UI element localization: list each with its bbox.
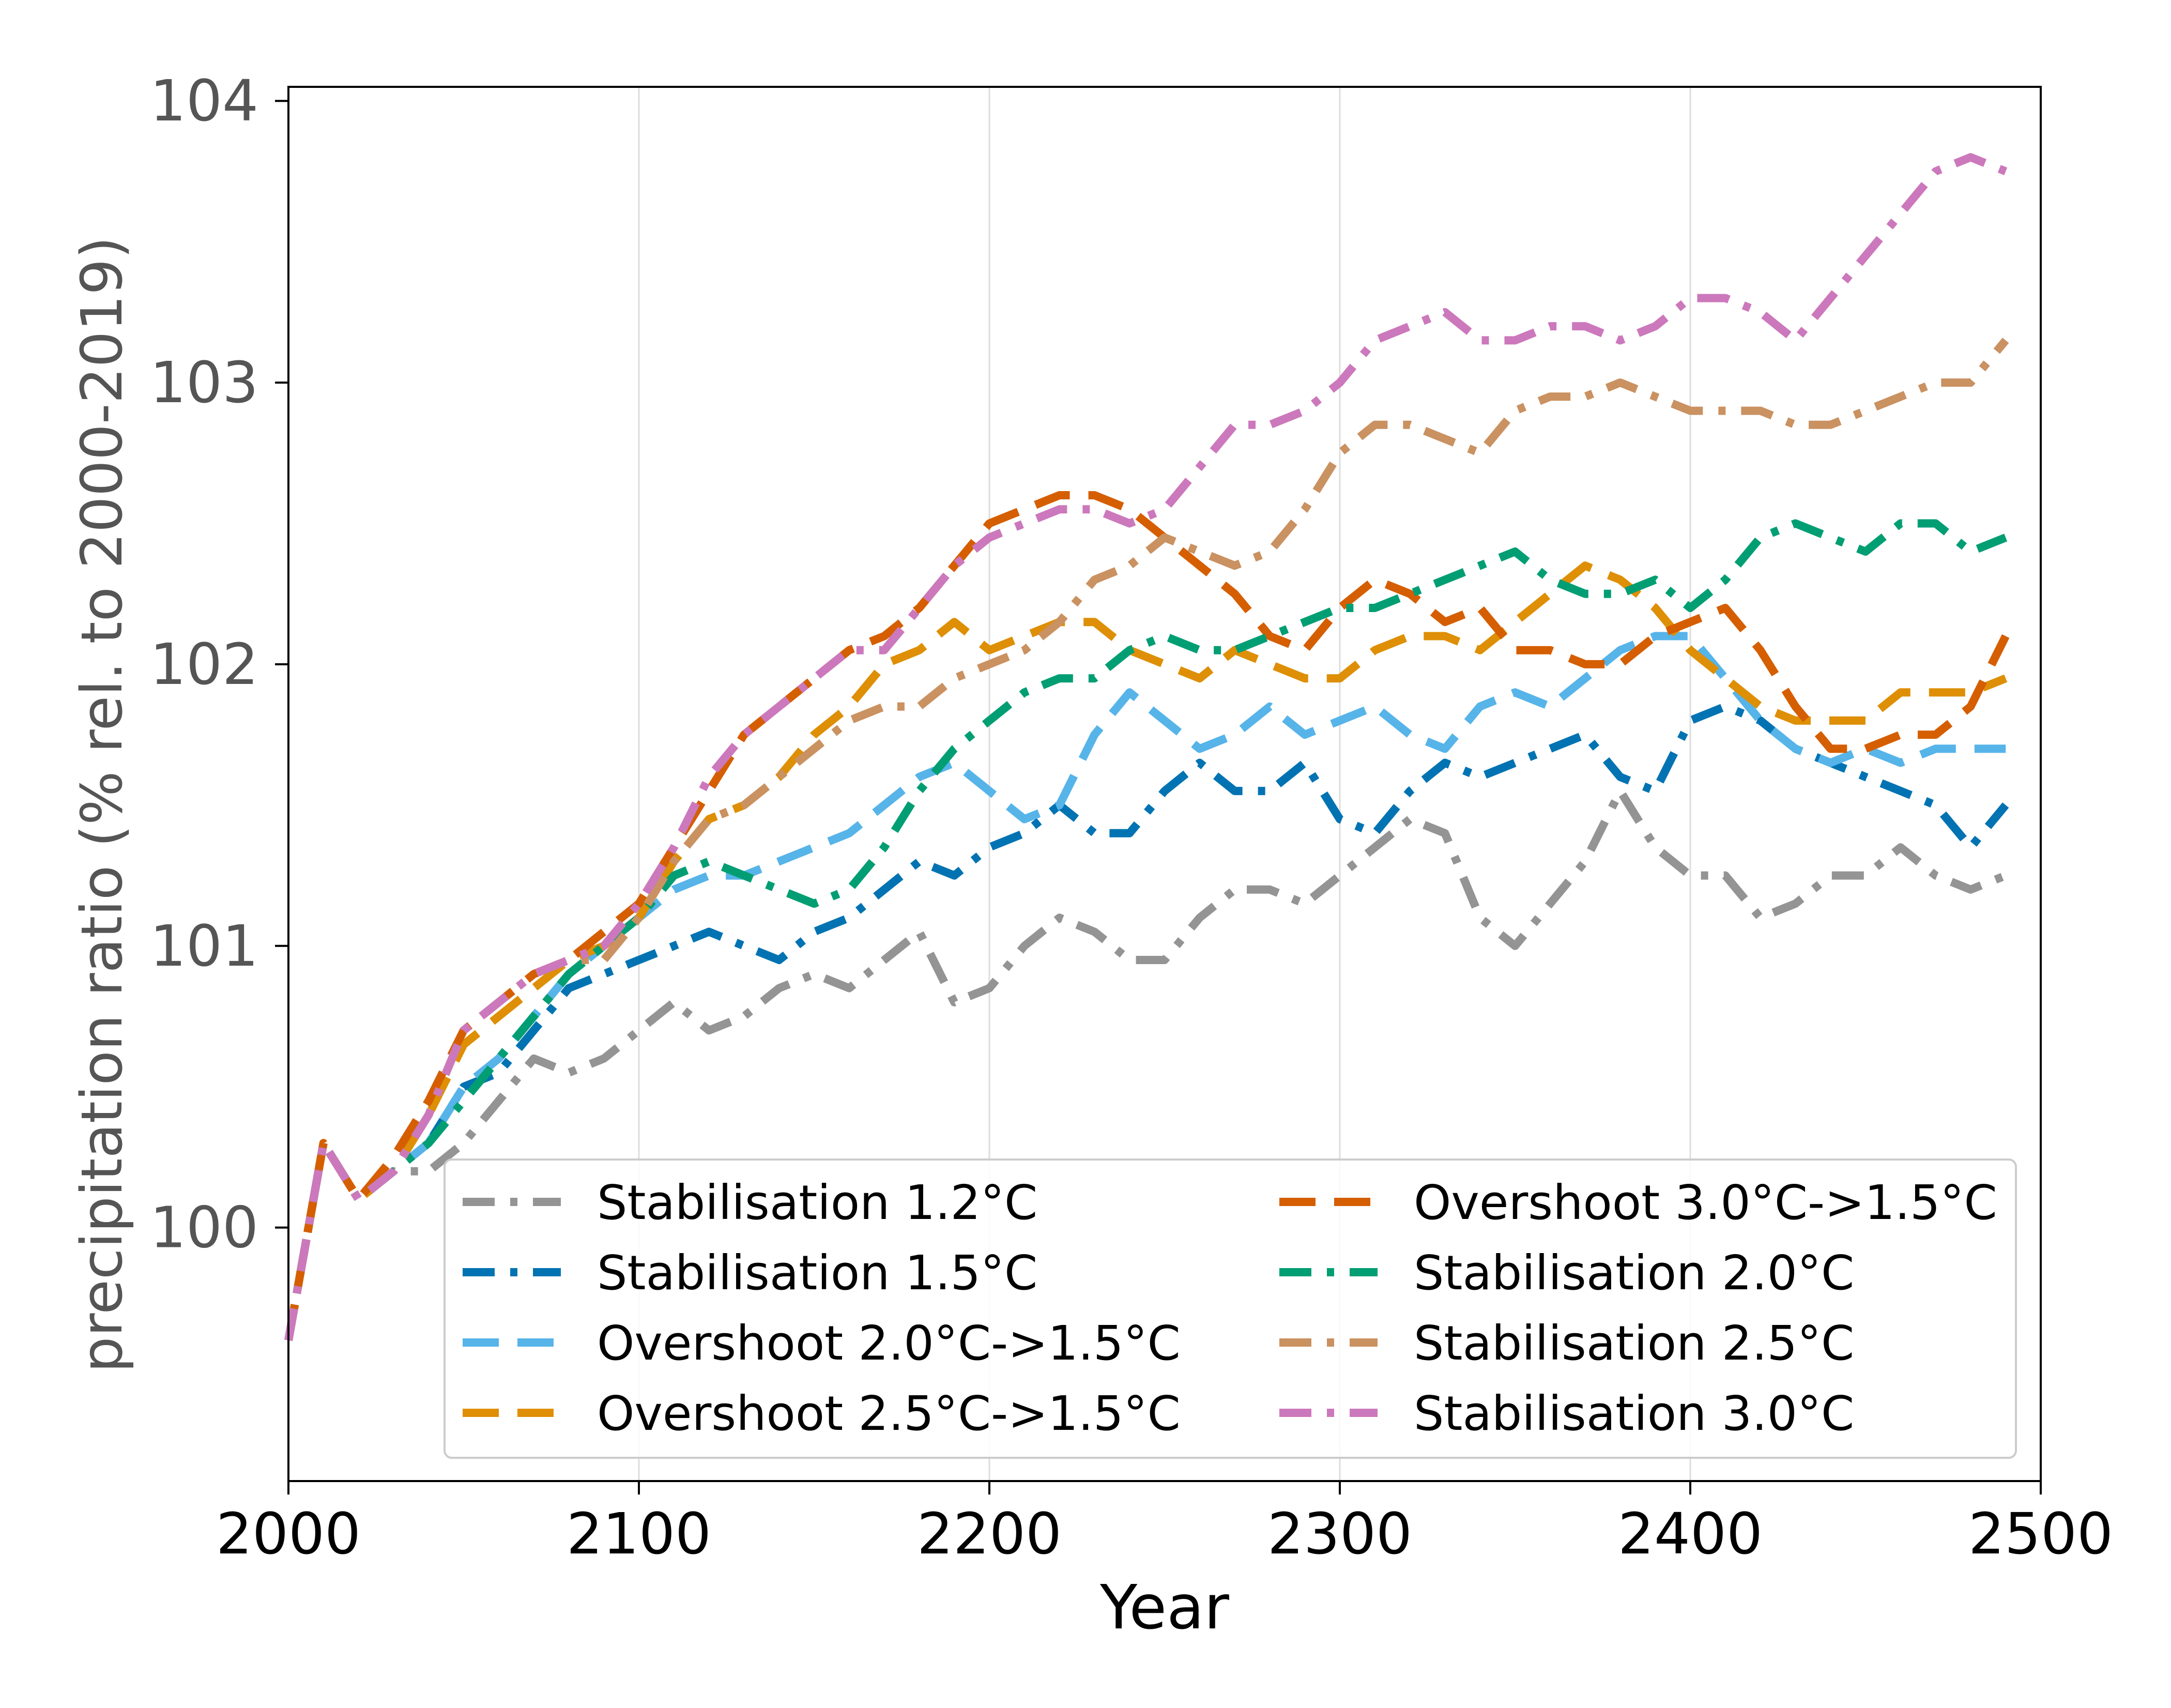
legend-item: Stabilisation 1.2°C (463, 1175, 1037, 1230)
y-tick-label: 104 (150, 68, 258, 134)
legend-label: Stabilisation 1.2°C (597, 1175, 1037, 1230)
x-tick-label: 2100 (567, 1501, 711, 1567)
x-tick-label: 2400 (1618, 1501, 1763, 1567)
legend-label: Stabilisation 2.0°C (1414, 1245, 1854, 1301)
legend-item: Stabilisation 3.0°C (1279, 1386, 1854, 1441)
legend-item: Overshoot 2.0°C->1.5°C (463, 1316, 1181, 1371)
series-line (284, 632, 2006, 1341)
y-tick-label: 101 (150, 913, 258, 979)
series-line (284, 787, 2008, 1341)
y-tick-label: 103 (150, 349, 258, 416)
legend-item: Overshoot 2.5°C->1.5°C (463, 1386, 1181, 1441)
legend-label: Overshoot 2.0°C->1.5°C (597, 1316, 1181, 1371)
series-line (284, 491, 2010, 1341)
x-axis: 2000 2100 2200 2300 2400 2500 (216, 1481, 2113, 1567)
x-tick-label: 2300 (1267, 1501, 1412, 1567)
x-axis-label: Year (1099, 1572, 1229, 1643)
legend-item: Stabilisation 2.5°C (1279, 1316, 1854, 1371)
legend-box (444, 1158, 2017, 1459)
y-axis-label: precipitation ratio (% rel. to 2000-2019… (69, 237, 135, 1373)
legend-label: Overshoot 2.5°C->1.5°C (597, 1386, 1181, 1441)
x-tick-label: 2000 (216, 1501, 361, 1567)
legend-item: Overshoot 3.0°C->1.5°C (1279, 1175, 1997, 1230)
y-axis: 100 101 102 103 104 (150, 68, 288, 1261)
legend-label: Stabilisation 3.0°C (1414, 1386, 1854, 1441)
series-line (284, 702, 2009, 1341)
series-line (284, 519, 2008, 1341)
x-tick-label: 2200 (917, 1501, 1062, 1567)
legend: Stabilisation 1.2°C Stabilisation 1.5°C Ov… (444, 1158, 2017, 1459)
y-tick-label: 102 (150, 631, 258, 697)
legend-label: Stabilisation 1.5°C (597, 1245, 1037, 1301)
legend-item: Stabilisation 2.0°C (1279, 1245, 1854, 1301)
x-tick-label: 2500 (1968, 1501, 2113, 1567)
y-tick-label: 100 (150, 1195, 258, 1261)
legend-item: Stabilisation 1.5°C (463, 1245, 1037, 1301)
legend-label: Stabilisation 2.5°C (1414, 1316, 1854, 1371)
axes-frame (287, 86, 2042, 1482)
series-line (284, 153, 2008, 1341)
series-layer (284, 153, 2010, 1341)
legend-label: Overshoot 3.0°C->1.5°C (1414, 1175, 1997, 1230)
series-line (284, 561, 2008, 1341)
series-line (284, 338, 2009, 1341)
